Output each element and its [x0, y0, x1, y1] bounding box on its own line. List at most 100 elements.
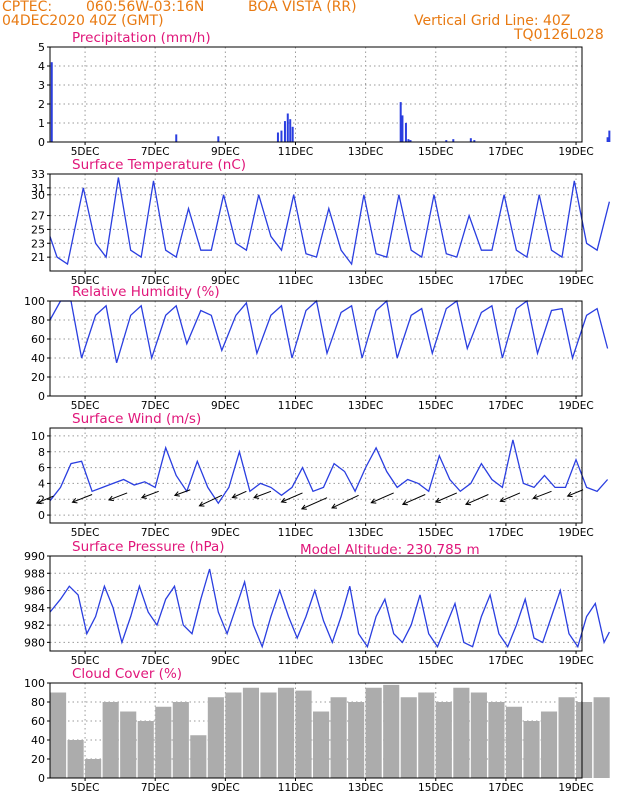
cloud-bar [313, 711, 330, 778]
wind-arrow-head [401, 500, 408, 506]
wind-arrow-head [300, 504, 307, 510]
wind-arrow [173, 489, 191, 497]
x-tick-label: 17DEC [488, 655, 523, 667]
x-tick-label: 11DEC [278, 146, 313, 158]
wind-arrow [140, 490, 159, 499]
y-tick-label: 986 [24, 585, 45, 598]
x-tick-label: 11DEC [278, 527, 313, 539]
y-tick-label: 0 [38, 136, 45, 149]
precip-bar [452, 139, 455, 142]
precip-bar [608, 130, 611, 142]
wind-arrow [331, 494, 359, 509]
x-tick-label: 5DEC [71, 655, 100, 667]
precip-bar [276, 132, 279, 142]
cloud-bar [277, 687, 295, 778]
precip-bar [409, 140, 412, 142]
x-tick-label: 5DEC [71, 782, 100, 794]
x-tick-label: 11DEC [278, 782, 313, 794]
wind-arrow [532, 490, 552, 500]
series-line [49, 568, 610, 649]
y-tick-label: 1 [38, 117, 45, 130]
header-run-id: TQ0126L028 [513, 27, 604, 43]
wind-arrow-head [253, 493, 260, 499]
panel-5: Surface Pressure (hPa) 980 982 984 986 988 990… [24, 539, 610, 667]
wind-arrow-shaft [108, 492, 128, 501]
x-tick-label: 17DEC [488, 146, 523, 158]
cloud-bar [155, 706, 172, 778]
cloud-bar [242, 687, 260, 778]
wind-arrow [300, 497, 328, 510]
wind-arrow-head [71, 498, 78, 504]
series-line [49, 177, 611, 266]
x-tick-label: 7DEC [141, 655, 170, 667]
x-tick-label: 9DEC [211, 146, 240, 158]
series-line [49, 299, 609, 363]
wind-arrow-shaft [301, 497, 328, 510]
y-tick-label: 982 [24, 619, 45, 632]
wind-arrow-shaft [72, 494, 93, 503]
y-tick-label: 30 [31, 189, 45, 202]
cloud-bar [260, 692, 277, 778]
cloud-bar [470, 692, 487, 778]
wind-arrow [198, 494, 223, 507]
panel-title: Relative Humidity (%) [72, 284, 220, 300]
wind-arrow-shaft [500, 492, 521, 502]
precip-bar [404, 123, 407, 142]
wind-arrow-shaft [199, 494, 223, 507]
x-tick-label: 5DEC [71, 275, 100, 287]
panel-frame [49, 682, 583, 779]
wind-arrow [465, 494, 489, 506]
header-source: CPTEC: [2, 0, 52, 15]
wind-arrow [434, 492, 458, 503]
y-tick-label: 984 [24, 602, 45, 615]
y-tick-label: 100 [24, 677, 45, 690]
wind-arrow [499, 492, 521, 503]
y-tick-label: 988 [24, 567, 45, 580]
y-tick-label: 4 [38, 477, 45, 490]
precip-bar [469, 138, 472, 142]
cloud-bar [225, 692, 242, 778]
cloud-bar [85, 759, 102, 778]
cloud-bar [523, 721, 540, 778]
x-tick-label: 9DEC [211, 275, 240, 287]
wind-arrow-shaft [331, 494, 359, 509]
cloud-bar [435, 702, 452, 778]
x-tick-label: 11DEC [278, 655, 313, 667]
x-tick-label: 13DEC [348, 655, 383, 667]
x-tick-label: 13DEC [348, 400, 383, 412]
precip-bar [50, 62, 53, 143]
wind-arrow-head [331, 503, 338, 509]
wind-arrow [71, 494, 93, 504]
header-vgrid: Vertical Grid Line: 40Z [414, 13, 570, 29]
y-tick-label: 20 [31, 753, 45, 766]
cloud-bar [558, 697, 575, 778]
x-tick-label: 9DEC [211, 782, 240, 794]
y-tick-label: 2 [38, 493, 45, 506]
cloud-bar [505, 706, 523, 778]
cloud-bar [50, 692, 67, 778]
panel-frame [49, 46, 583, 143]
y-tick-label: 60 [31, 333, 45, 346]
wind-arrow [280, 492, 303, 503]
x-tick-label: 19DEC [558, 782, 593, 794]
x-tick-label: 19DEC [558, 146, 593, 158]
wind-arrow [253, 490, 272, 499]
panel-4: Surface Wind (m/s) 0 2 4 6 8 10 5DEC 7DEC 9DEC 11D… [31, 411, 609, 539]
precip-bar [283, 121, 286, 142]
cloud-bar [67, 740, 84, 778]
wind-arrow-shaft [232, 490, 247, 499]
wind-arrow-shaft [253, 490, 272, 499]
x-tick-label: 17DEC [488, 782, 523, 794]
cloud-bar [453, 687, 470, 778]
wind-arrow-head [107, 495, 114, 502]
wind-arrow [401, 494, 426, 506]
x-tick-label: 7DEC [141, 275, 170, 287]
wind-arrow-shaft [141, 490, 159, 499]
wind-arrow [107, 492, 128, 502]
wind-arrow-shaft [435, 492, 458, 503]
wind-arrow-head [140, 493, 147, 499]
cloud-bar [400, 697, 417, 778]
